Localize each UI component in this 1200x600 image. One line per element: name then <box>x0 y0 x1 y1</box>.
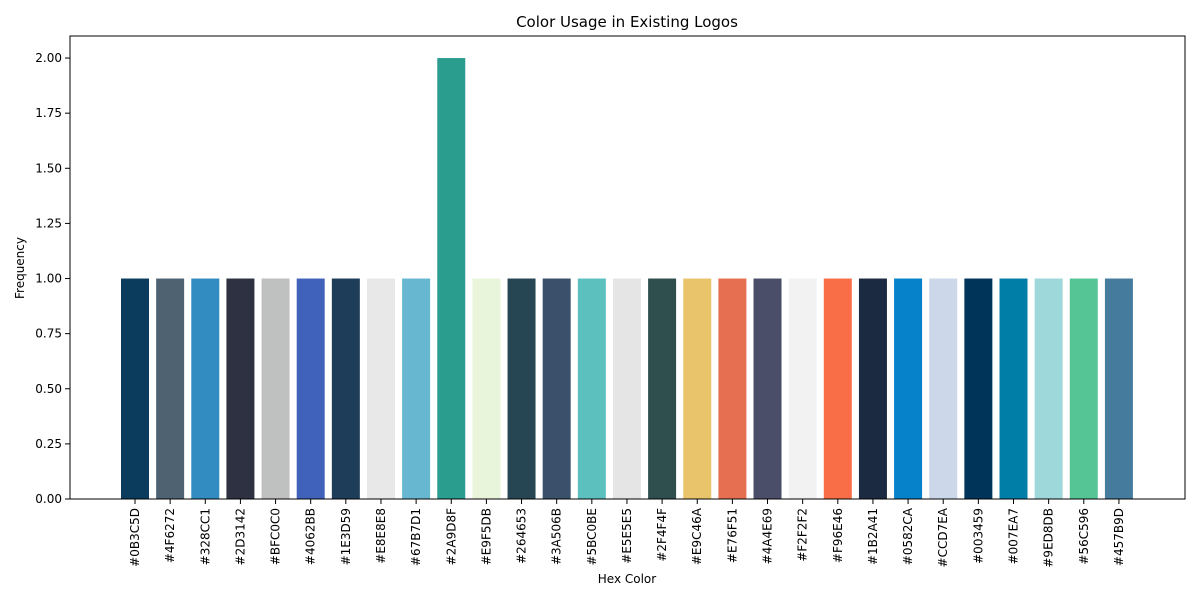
y-tick-label: 0.25 <box>35 437 62 451</box>
x-tick-label: #1B2A41 <box>866 508 880 565</box>
bar <box>683 278 712 499</box>
x-tick-label: #457B9D <box>1112 508 1126 566</box>
x-tick-label: #E8E8E8 <box>374 508 388 564</box>
y-axis: 0.00 0.25 0.50 0.75 1.00 1.25 1.50 1.75 2.00 <box>35 51 70 506</box>
x-tick-label: #3A506B <box>550 508 564 565</box>
bar <box>964 278 993 499</box>
x-tick-label: #BFC0C0 <box>269 508 283 565</box>
x-tick-label: #4A4E69 <box>761 508 775 564</box>
x-tick-label: #2A9D8F <box>444 508 458 565</box>
bar <box>472 278 501 499</box>
y-tick-label: 0.50 <box>35 382 62 396</box>
bar <box>577 278 606 499</box>
x-tick-label: #F96E46 <box>831 508 845 563</box>
bar <box>121 278 149 499</box>
bar <box>612 278 641 499</box>
x-tick-label: #4F6272 <box>163 508 177 563</box>
x-tick-label: #E5E5E5 <box>620 508 634 564</box>
bar <box>437 58 466 500</box>
chart-title: Color Usage in Existing Logos <box>516 13 738 31</box>
bar <box>823 278 852 499</box>
x-tick-label: #9ED8DB <box>1042 508 1056 568</box>
x-tick-label: #1E3D59 <box>339 508 353 565</box>
bar <box>1069 278 1098 499</box>
bar <box>366 278 395 499</box>
bar <box>648 278 677 499</box>
y-tick-label: 1.25 <box>35 216 62 230</box>
bar <box>331 278 360 499</box>
y-tick-label: 0.75 <box>35 327 62 341</box>
x-tick-label: #0582CA <box>901 507 915 565</box>
bar <box>718 278 747 499</box>
x-tick-label: #CCD7EA <box>936 507 950 567</box>
bar <box>191 278 220 499</box>
x-tick-label: #003459 <box>971 508 985 564</box>
x-axis-label: Hex Color <box>598 572 657 586</box>
y-tick-label: 0.00 <box>35 492 62 506</box>
x-tick-label: #007EA7 <box>1007 508 1021 564</box>
x-tick-label: #67B7D1 <box>409 508 423 566</box>
x-axis: #0B3C5D #4F6272 #328CC1 #2D3142 #BFC0C0 #4062… <box>128 499 1126 568</box>
x-tick-label: #2F4F4F <box>655 508 669 562</box>
x-tick-label: #E76F51 <box>725 508 739 563</box>
bar <box>542 278 571 499</box>
x-tick-label: #2D3142 <box>233 508 247 565</box>
x-tick-label: #0B3C5D <box>128 508 142 567</box>
x-tick-label: #5BC0BE <box>585 508 599 566</box>
y-tick-label: 1.50 <box>35 161 62 175</box>
bar <box>894 278 923 499</box>
x-tick-label: #E9C46A <box>690 507 704 565</box>
x-tick-label: #E9F5DB <box>479 508 493 565</box>
bar <box>261 278 290 499</box>
y-axis-label: Frequency <box>13 237 27 299</box>
x-tick-label: #F2F2F2 <box>796 508 810 562</box>
bar <box>402 278 431 499</box>
bar <box>156 278 185 499</box>
bars <box>121 58 1133 500</box>
bar <box>858 278 887 499</box>
bar <box>753 278 782 499</box>
bar <box>1104 278 1133 499</box>
bar <box>507 278 536 499</box>
y-tick-label: 1.00 <box>35 272 62 286</box>
bar <box>929 278 958 499</box>
bar <box>999 278 1028 499</box>
bar <box>788 278 817 499</box>
x-tick-label: #56C596 <box>1077 508 1091 565</box>
bar <box>226 278 255 499</box>
y-tick-label: 1.75 <box>35 106 62 120</box>
bar <box>296 278 325 499</box>
bar <box>1034 278 1063 499</box>
plot-frame <box>69 35 1186 500</box>
y-tick-label: 2.00 <box>35 51 62 65</box>
x-tick-label: #4062BB <box>304 508 318 565</box>
x-tick-label: #264653 <box>515 508 529 564</box>
x-tick-label: #328CC1 <box>198 508 212 565</box>
